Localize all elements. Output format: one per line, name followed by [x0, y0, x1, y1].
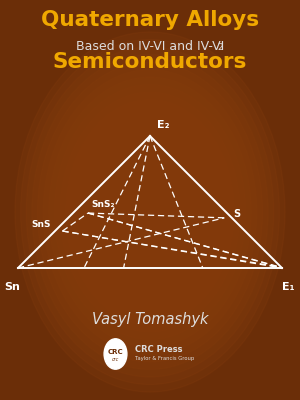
Text: Quaternary Alloys: Quaternary Alloys [41, 10, 259, 30]
Circle shape [77, 114, 223, 310]
Circle shape [82, 122, 218, 302]
Text: CRC: CRC [108, 349, 123, 355]
Circle shape [21, 40, 279, 384]
Circle shape [32, 54, 268, 370]
Text: Taylor & Francis Group: Taylor & Francis Group [135, 356, 194, 361]
Circle shape [105, 152, 195, 272]
Circle shape [66, 100, 234, 324]
Circle shape [88, 130, 212, 294]
Text: Sn: Sn [4, 282, 20, 292]
Text: SnS: SnS [31, 220, 50, 229]
Circle shape [26, 47, 274, 377]
Circle shape [38, 62, 262, 362]
Text: CRC Press: CRC Press [135, 345, 182, 354]
Text: Based on IV-VI and IV-VI: Based on IV-VI and IV-VI [76, 40, 224, 53]
Text: Semiconductors: Semiconductors [53, 52, 247, 72]
Circle shape [60, 92, 240, 332]
Text: SnS₂: SnS₂ [91, 200, 115, 209]
Text: E₂: E₂ [158, 120, 170, 130]
Circle shape [104, 339, 127, 369]
Text: crc: crc [112, 357, 119, 362]
Circle shape [94, 137, 206, 287]
Circle shape [54, 84, 246, 340]
Text: S: S [233, 209, 241, 219]
Circle shape [43, 70, 257, 354]
Text: E₁: E₁ [282, 282, 294, 292]
Circle shape [71, 107, 229, 317]
Circle shape [99, 144, 201, 280]
Circle shape [111, 160, 189, 264]
Text: Vasyl Tomashyk: Vasyl Tomashyk [92, 312, 208, 327]
Text: 2: 2 [218, 43, 224, 52]
Circle shape [15, 32, 285, 392]
Circle shape [49, 77, 251, 347]
